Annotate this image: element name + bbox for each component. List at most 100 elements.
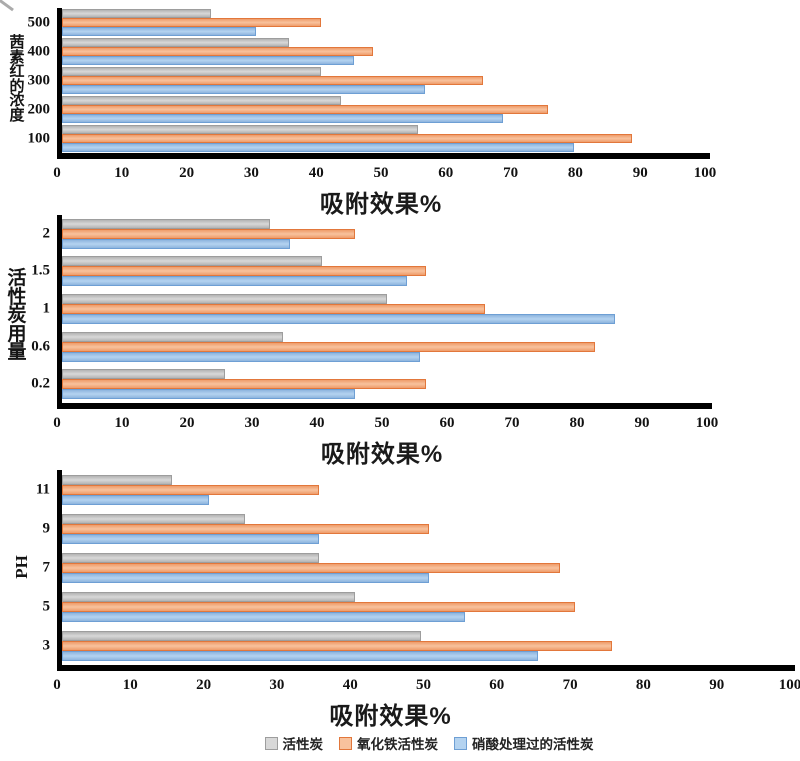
bar-blue [62,143,574,152]
bar-orange [62,134,633,143]
x-axis-title: 吸附效果% [319,191,443,218]
bar-orange [62,76,484,85]
bar-blue [62,276,407,287]
bar-orange [62,341,595,352]
bar-orange [62,640,612,651]
bar-group [62,290,712,328]
bar-blue [62,238,290,249]
bar-orange [62,47,374,56]
bar-group [62,470,795,509]
y-axis-title: 茜 素 红 的 浓 度 [9,34,25,124]
x-tick-label: 100 [693,165,717,181]
bar-orange [62,18,322,27]
x-tick-label: 10 [114,415,130,431]
bar-group [62,509,795,548]
x-tick-label: 70 [503,165,519,181]
bar-gray [62,38,289,47]
x-tick-label: 80 [567,165,583,181]
x-tick-label: 60 [489,677,505,693]
bar-group [62,253,712,291]
legend-label: 硝酸处理过的活性炭 [472,737,594,752]
bar-blue [62,351,420,362]
bar-orange [62,601,576,612]
x-tick-label: 90 [632,165,648,181]
bar-gray [62,591,356,602]
plot-area [57,470,795,671]
x-tick-label: 70 [562,677,578,693]
y-tick-label: 11 [35,481,50,497]
x-tick-label: 10 [114,165,130,181]
bar-orange [62,303,485,314]
bar-gray [62,630,422,641]
y-tick-label: 200 [27,101,51,117]
bar-blue [62,611,466,622]
x-tick-label: 80 [569,415,585,431]
x-tick-label: 40 [342,677,358,693]
y-tick-label: 3 [42,637,51,653]
legend-item-gray: 活性炭 [264,733,323,753]
bar-group [62,626,795,665]
bar-blue [62,313,615,324]
y-axis-title: 活 性 炭 用 量 [7,268,27,363]
bar-orange [62,228,355,239]
x-tick-label: 60 [439,415,455,431]
x-tick-label: 50 [373,165,389,181]
bar-blue [62,27,257,36]
bar-group [62,328,712,366]
bar-orange [62,562,561,573]
y-tick-label: 1 [42,300,51,317]
bar-group [62,365,712,403]
bar-gray [62,331,283,342]
x-tick-label: 60 [438,165,454,181]
bar-orange [62,266,426,277]
chart-alizarin-red-concentration: 茜 素 红 的 浓 度 500 400 300 200 100 0 10 20 30 40 50 60 7… [0,0,800,218]
y-tick-label: 0.6 [31,338,50,355]
plot-area [57,8,710,159]
x-tick-label: 30 [243,165,259,181]
legend-swatch-orange [339,736,352,750]
bar-gray [62,67,322,76]
legend-swatch-blue [454,736,467,750]
bar-group [62,37,710,66]
x-tick-label: 100 [778,677,800,693]
bar-gray [62,125,419,134]
x-tick-label: 10 [122,677,138,693]
bar-orange [62,379,426,390]
bar-blue [62,494,209,505]
y-tick-label: 100 [27,130,51,146]
bar-group [62,215,712,253]
bar-blue [62,650,539,661]
chart-activated-carbon-dosage: 活 性 炭 用 量 2 1.5 1 0.6 0.2 0 10 20 30 40 50 60 70 80 90 1… [0,213,800,468]
legend-label: 氧化铁活性炭 [357,737,438,752]
y-tick-label: 5 [42,598,51,614]
bar-blue [62,85,425,94]
bar-blue [62,572,429,583]
bar-group [62,548,795,587]
x-tick-label: 40 [308,165,324,181]
x-tick-label: 20 [196,677,212,693]
x-tick-label: 30 [244,415,260,431]
bar-gray [62,293,387,304]
y-tick-label: 500 [27,14,51,30]
x-tick-label: 0 [53,677,61,693]
bar-blue [62,114,503,123]
legend-item-orange: 氧化铁活性炭 [339,733,438,753]
bar-gray [62,474,172,485]
x-tick-label: 90 [634,415,650,431]
bar-orange [62,105,548,114]
bar-blue [62,533,319,544]
y-tick-label: 9 [42,520,51,536]
x-tick-label: 100 [695,415,719,431]
x-tick-label: 20 [179,415,195,431]
bar-group [62,587,795,626]
bar-orange [62,484,319,495]
x-tick-label: 0 [53,165,61,181]
bar-gray [62,9,212,18]
y-tick-label: 1.5 [31,262,50,279]
legend-item-blue: 硝酸处理过的活性炭 [454,733,594,753]
x-tick-label: 80 [635,677,651,693]
bar-gray [62,96,341,105]
y-tick-label: 300 [27,72,51,88]
bar-group [62,8,710,37]
